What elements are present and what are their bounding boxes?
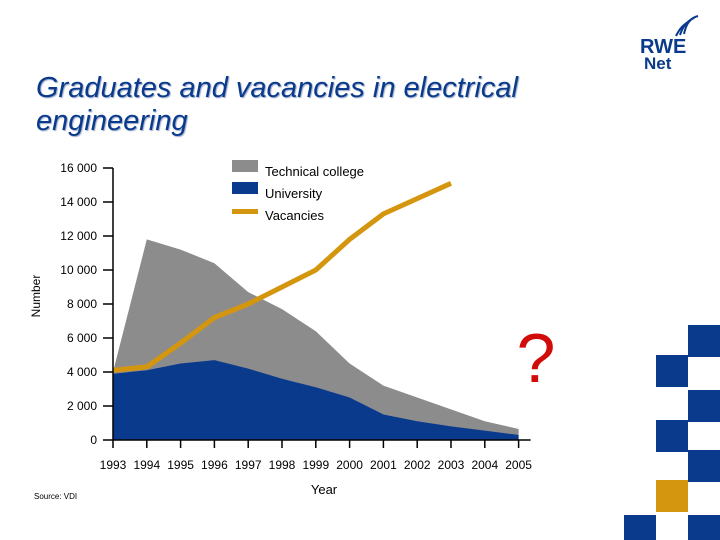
deco-square-blue — [688, 325, 720, 357]
x-tick-label: 1995 — [167, 458, 194, 472]
legend-label: Vacancies — [265, 208, 325, 223]
logo-brand: RWE — [640, 36, 687, 58]
x-tick-label: 1993 — [100, 458, 127, 472]
x-tick-label: 1997 — [235, 458, 262, 472]
x-axis-label: Year — [311, 482, 338, 497]
legend-label: University — [265, 186, 323, 201]
x-tick-label: 2001 — [370, 458, 397, 472]
legend-swatch-university — [232, 182, 258, 194]
x-tick-label: 1996 — [201, 458, 228, 472]
deco-square-blue — [624, 515, 656, 540]
slide-title: Graduates and vacancies in electrical en… — [36, 72, 518, 137]
deco-square-blue — [688, 390, 720, 422]
x-tick-label: 2005 — [505, 458, 532, 472]
x-tick-label: 1999 — [302, 458, 329, 472]
deco-square-orange — [656, 480, 688, 512]
rwe-swoosh-icon — [675, 15, 699, 37]
y-tick-label: 12 000 — [60, 229, 97, 243]
y-axis-label: Number — [29, 275, 43, 318]
deco-square-blue — [656, 420, 688, 452]
x-tick-label: 1998 — [269, 458, 296, 472]
rwe-net-logo: RWE Net — [640, 14, 700, 74]
deco-square-blue — [688, 515, 720, 540]
y-tick-label: 0 — [90, 433, 97, 447]
y-tick-label: 6 000 — [67, 331, 97, 345]
logo-sub: Net — [644, 54, 672, 73]
deco-square-blue — [688, 450, 720, 482]
x-tick-label: 2002 — [404, 458, 431, 472]
y-tick-label: 2 000 — [67, 399, 97, 413]
legend-swatch-vacancies — [232, 209, 258, 214]
source-note: Source: VDI — [34, 492, 78, 501]
legend-label: Technical college — [265, 164, 364, 179]
x-tick-label: 2003 — [438, 458, 465, 472]
y-tick-label: 8 000 — [67, 297, 97, 311]
x-tick-label: 1994 — [133, 458, 160, 472]
y-tick-label: 14 000 — [60, 195, 97, 209]
y-tick-label: 10 000 — [60, 263, 97, 277]
university-area — [113, 360, 519, 440]
legend-swatch-technical-college — [232, 160, 258, 172]
vacancies-line — [112, 181, 453, 373]
y-tick-label: 16 000 — [60, 161, 97, 175]
question-mark-annotation: ? — [517, 319, 556, 397]
x-tick-label: 2004 — [471, 458, 498, 472]
x-tick-label: 2000 — [336, 458, 363, 472]
y-tick-label: 4 000 — [67, 365, 97, 379]
deco-square-blue — [656, 355, 688, 387]
